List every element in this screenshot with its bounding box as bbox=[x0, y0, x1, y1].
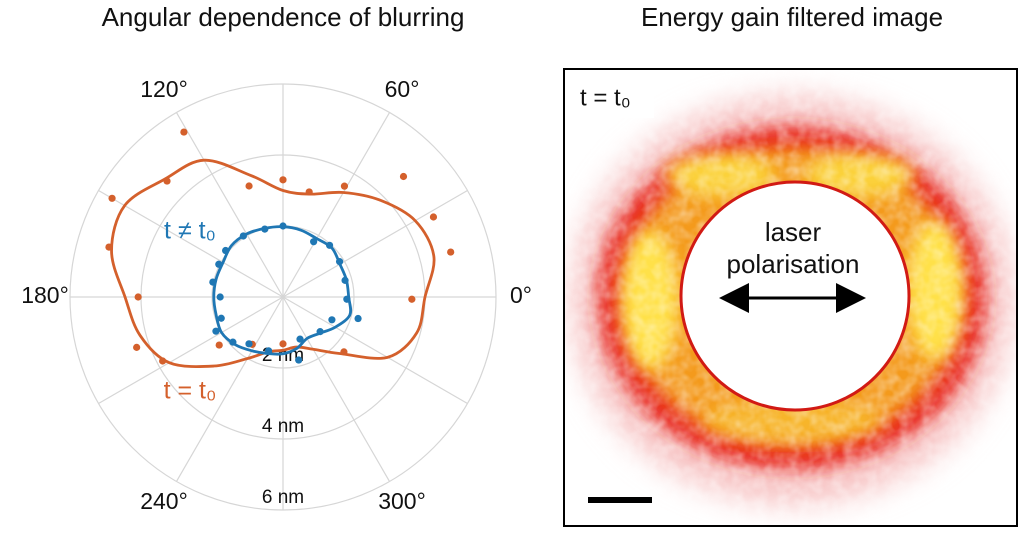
data-point bbox=[215, 341, 223, 349]
chart-title: Angular dependence of blurring bbox=[102, 2, 465, 32]
data-point bbox=[325, 241, 334, 249]
data-point bbox=[180, 128, 188, 136]
data-point bbox=[447, 248, 455, 256]
spoke bbox=[175, 296, 284, 482]
data-point bbox=[245, 182, 253, 190]
data-point bbox=[212, 327, 220, 335]
filtered-image bbox=[564, 69, 1017, 526]
data-point bbox=[222, 246, 230, 255]
data-point bbox=[429, 213, 438, 221]
data-point bbox=[340, 348, 348, 356]
theta-tick-label: 0° bbox=[510, 282, 532, 308]
data-point bbox=[335, 258, 344, 266]
data-point bbox=[305, 188, 313, 196]
data-point bbox=[215, 260, 223, 268]
spoke bbox=[98, 189, 284, 298]
grid-circle bbox=[69, 83, 497, 511]
data-point bbox=[399, 172, 408, 181]
time-label: t = t₀ bbox=[580, 84, 631, 111]
data-point bbox=[341, 276, 349, 284]
spoke bbox=[282, 296, 468, 405]
r-tick-label: 6 nm bbox=[262, 487, 304, 508]
label-box bbox=[566, 76, 654, 118]
theta-tick-label: 60° bbox=[385, 76, 420, 102]
data-point bbox=[316, 328, 324, 336]
annotation: polarisation bbox=[727, 249, 860, 279]
spoke bbox=[282, 112, 391, 298]
data-point bbox=[239, 232, 247, 240]
data-point bbox=[245, 340, 253, 348]
data-point bbox=[328, 316, 336, 324]
theta-tick-label: 300° bbox=[378, 488, 426, 514]
data-point bbox=[134, 293, 142, 301]
data-point bbox=[354, 314, 362, 323]
data-point bbox=[295, 356, 303, 364]
data-point bbox=[279, 176, 287, 184]
data-point bbox=[340, 182, 349, 190]
data-point bbox=[296, 335, 304, 343]
theta-tick-label: 240° bbox=[140, 488, 188, 514]
r-tick-label: 4 nm bbox=[262, 416, 304, 437]
data-point bbox=[310, 238, 318, 246]
spoke bbox=[282, 296, 391, 482]
annotation: laser bbox=[765, 217, 822, 247]
data-point bbox=[343, 295, 351, 303]
data-point bbox=[216, 293, 224, 301]
polar-chart: 0°60°120°180°240° 300°2 nm4 nm6 nmt = t₀t… bbox=[21, 76, 532, 514]
data-point bbox=[108, 194, 116, 202]
theta-tick-label: 180° bbox=[21, 282, 69, 308]
spoke bbox=[98, 296, 284, 405]
data-point bbox=[229, 338, 237, 346]
data-point bbox=[408, 295, 416, 303]
data-point bbox=[133, 343, 141, 351]
series-label: t ≠ t₀ bbox=[164, 217, 216, 245]
data-point bbox=[105, 243, 113, 251]
data-point bbox=[279, 222, 287, 230]
data-point bbox=[264, 347, 273, 355]
spoke bbox=[282, 189, 468, 298]
spoke bbox=[175, 112, 284, 298]
series-label: t = t₀ bbox=[164, 377, 217, 405]
data-point bbox=[163, 177, 171, 185]
fit-curve bbox=[110, 158, 436, 369]
data-point bbox=[217, 314, 225, 322]
data-point bbox=[209, 278, 217, 286]
data-point bbox=[159, 357, 167, 365]
data-point bbox=[261, 225, 269, 233]
image-frame bbox=[563, 68, 1018, 527]
theta-tick-label: 120° bbox=[140, 76, 188, 102]
image-title: Energy gain filtered image bbox=[641, 2, 943, 32]
data-point bbox=[279, 340, 287, 348]
fit-curve bbox=[212, 225, 353, 356]
